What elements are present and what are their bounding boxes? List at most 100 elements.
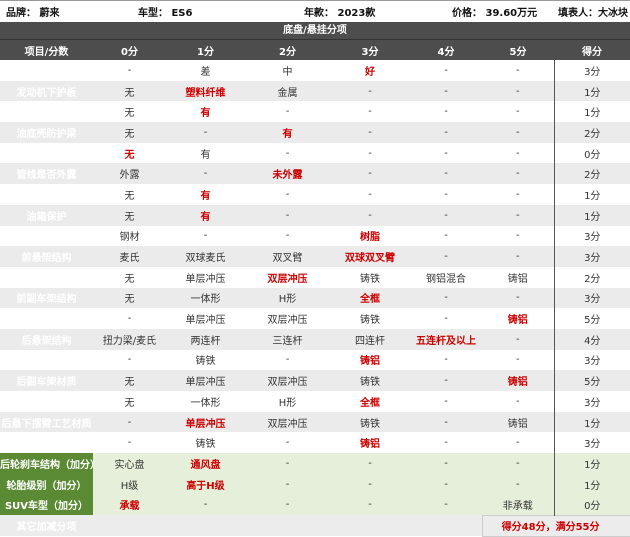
option-cell: - xyxy=(410,163,482,185)
empty-cell xyxy=(93,515,482,537)
option-cell: 铸铝 xyxy=(482,266,554,288)
option-cell: - xyxy=(482,60,554,81)
option-cell: 双层冲压 xyxy=(245,411,330,433)
option-cell: 非承载 xyxy=(482,494,554,516)
option-cell: - xyxy=(482,391,554,412)
price: 价格： 39.60万元 xyxy=(452,8,538,19)
option-cell: - xyxy=(410,308,482,329)
selected-option-cell: 双球双叉臂 xyxy=(330,246,410,267)
score-cell: 3分 xyxy=(553,432,630,454)
row-label: 管线是否外露 xyxy=(0,163,93,185)
option-cell: - xyxy=(245,142,330,164)
option-cell: 无 xyxy=(93,287,166,309)
table-row: 后悬架结构 扭力梁/麦氏 两连杆 三连杆 四连杆 五连杆及以上 -4分 xyxy=(0,328,630,350)
row-label: 油箱材质 xyxy=(0,225,93,247)
column-header: 2分 xyxy=(245,40,330,60)
option-cell: H形 xyxy=(245,391,330,412)
table-row: 油底壳防护梁无 - 有 - - -2分 xyxy=(0,122,630,143)
option-cell: 铸铝 xyxy=(482,411,554,433)
row-label: 前副车架结构 xyxy=(0,287,93,309)
option-cell: 中 xyxy=(245,60,330,81)
option-cell: 实心盘 xyxy=(93,453,166,474)
option-cell: 无 xyxy=(93,204,166,226)
option-cell: 钢材 xyxy=(93,225,166,247)
option-cell: - xyxy=(482,122,554,143)
option-cell: 扭力梁/麦氏 xyxy=(93,328,166,350)
score-table: 项目/分数 0分 1分 2分 3分 4分 5分 得分 平整度 - 差中好 - -3分 发动机下护板无塑料… xyxy=(0,40,630,537)
option-cell: - xyxy=(410,432,482,454)
option-cell: - xyxy=(482,349,554,371)
option-cell: 无 xyxy=(93,80,166,102)
option-cell: - xyxy=(482,246,554,267)
selected-option-cell: 无 xyxy=(93,142,166,164)
score-cell: 1分 xyxy=(553,411,630,433)
selected-option-cell: 铸铝 xyxy=(482,308,554,329)
table-row: 前悬下摆臂工艺材质 - 单层冲压 双层冲压 铸铁 - 铸铝 5分 xyxy=(0,308,630,329)
option-cell: - xyxy=(245,349,330,371)
option-cell: - xyxy=(410,122,482,143)
selected-option-cell: 有 xyxy=(166,184,245,205)
brand: 品牌： 蔚来 xyxy=(6,8,60,19)
column-header: 5分 xyxy=(482,40,554,60)
row-label: 油底壳防护梁 xyxy=(0,122,93,143)
row-label: 后悬下摆臂工艺材质 xyxy=(0,411,93,433)
option-cell: 无 xyxy=(93,122,166,143)
model: 车型： ES6 xyxy=(138,8,193,19)
score-cell: 0分 xyxy=(553,494,630,516)
option-cell: - xyxy=(330,142,410,164)
option-cell: - xyxy=(330,163,410,185)
option-cell: - xyxy=(330,453,410,474)
option-cell: - xyxy=(245,204,330,226)
option-cell: - xyxy=(330,101,410,123)
option-cell: - xyxy=(410,473,482,495)
table-row: 前悬转向节材质 - 铸铁 - 铸铝 - -3分 xyxy=(0,349,630,371)
table-row: 后轮刹车结构（加分） 实心盘 通风盘 - - - -1分 xyxy=(0,453,630,474)
selected-option-cell: 塑料纤维 xyxy=(166,80,245,102)
selected-option-cell: 有 xyxy=(166,204,245,226)
option-cell: - xyxy=(482,328,554,350)
option-cell: 有 xyxy=(166,142,245,164)
option-cell: - xyxy=(330,473,410,495)
option-cell: - xyxy=(245,494,330,516)
option-cell: 无 xyxy=(93,101,166,123)
score-cell: 2分 xyxy=(553,163,630,185)
table-row: 管线是否外露 外露 - 未外露 - - -2分 xyxy=(0,163,630,185)
option-cell: 一体形 xyxy=(166,391,245,412)
option-cell: 无 xyxy=(93,266,166,288)
table-row: 平整度 - 差中好 - -3分 xyxy=(0,60,630,81)
selected-option-cell: 全框 xyxy=(330,287,410,309)
score-cell: 3分 xyxy=(553,287,630,309)
option-cell: - xyxy=(330,80,410,102)
option-cell: 钢铝混合 xyxy=(410,266,482,288)
option-cell: - xyxy=(482,142,554,164)
table-row: 底盘喷涂无有 - - - -0分 xyxy=(0,142,630,164)
option-cell: - xyxy=(410,349,482,371)
column-header: 得分 xyxy=(554,40,630,60)
option-cell: 两连杆 xyxy=(166,328,245,350)
score-cell: 3分 xyxy=(553,246,630,267)
option-cell: 单层冲压 xyxy=(166,308,245,329)
option-cell: - xyxy=(410,391,482,412)
option-cell: - xyxy=(410,453,482,474)
row-label: 前悬下摆臂工艺材质 xyxy=(0,308,93,329)
row-label: 后副车架结构 xyxy=(0,391,93,412)
selected-option-cell: 承载 xyxy=(93,494,166,516)
total-summary: 得分48分，满分55分 xyxy=(481,514,630,537)
row-label: 底盘喷涂 xyxy=(0,142,93,164)
option-cell: - xyxy=(166,494,245,516)
row-label: 轮胎级别（加分） xyxy=(0,473,93,495)
option-cell: 铸铁 xyxy=(166,349,245,371)
row-label: 后副车架材质 xyxy=(0,370,93,391)
table-row: SUV车型（加分） 承载 - - - - 非承载 0分 xyxy=(0,494,630,516)
section-title: 底盘/悬挂分项 xyxy=(0,22,630,40)
option-cell: - xyxy=(330,204,410,226)
option-cell: - xyxy=(410,80,482,102)
option-cell: 铸铁 xyxy=(330,266,410,288)
selected-option-cell: 铸铝 xyxy=(482,370,554,391)
column-header: 0分 xyxy=(93,40,166,60)
option-cell: - xyxy=(482,80,554,102)
option-cell: - xyxy=(93,308,166,329)
score-cell: 5分 xyxy=(553,370,630,391)
option-cell: 双层冲压 xyxy=(245,370,330,391)
option-cell: - xyxy=(410,184,482,205)
